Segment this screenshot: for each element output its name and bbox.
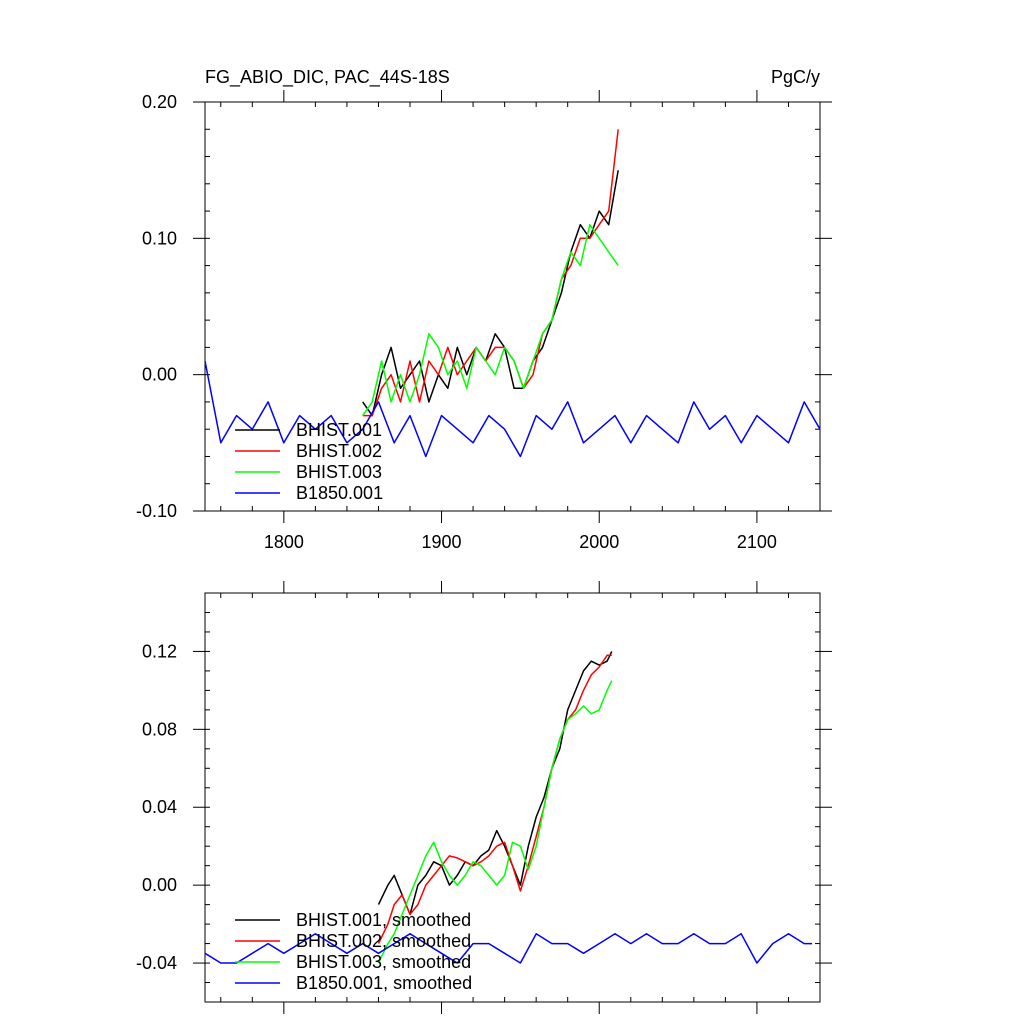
x-tick-label: 2000 bbox=[579, 532, 619, 552]
y-tick-label: -0.10 bbox=[136, 501, 177, 521]
chart-title: FG_ABIO_DIC, PAC_44S-18S bbox=[205, 67, 450, 88]
legend-label: BHIST.001, smoothed bbox=[296, 910, 471, 930]
y-tick-label: 0.10 bbox=[142, 228, 177, 248]
y-tick-label: 0.04 bbox=[142, 797, 177, 817]
legend-label: BHIST.001 bbox=[296, 420, 382, 440]
series-line-1 bbox=[362, 129, 619, 417]
legend-label: BHIST.002 bbox=[296, 441, 382, 461]
y-tick-label: 0.00 bbox=[142, 875, 177, 895]
y-tick-label: 0.12 bbox=[142, 641, 177, 661]
x-tick-label: 1900 bbox=[422, 532, 462, 552]
series-line-2 bbox=[377, 680, 613, 964]
legend-label: B1850.001 bbox=[296, 483, 383, 503]
y-tick-label: 0.20 bbox=[142, 92, 177, 112]
series-line-2 bbox=[362, 223, 619, 417]
plot-frame bbox=[204, 101, 821, 512]
series-line-0 bbox=[377, 651, 613, 916]
top-panel: 1800 1900 2000 2100 -0.10 0.00 0.10 0.20 FG_ABIO… bbox=[136, 67, 832, 552]
bottom-panel: -0.04 0.00 0.04 0.08 0.12 BHIST.001, smoothed… bbox=[136, 581, 832, 1014]
legend-label: BHIST.002, smoothed bbox=[296, 931, 471, 951]
x-tick-label: 2100 bbox=[737, 532, 777, 552]
x-tick-label: 1800 bbox=[264, 532, 304, 552]
legend-label: B1850.001, smoothed bbox=[296, 973, 472, 993]
y-tick-label: 0.08 bbox=[142, 719, 177, 739]
legend-label: BHIST.003, smoothed bbox=[296, 952, 471, 972]
series-line-3 bbox=[204, 360, 821, 458]
series-line-1 bbox=[377, 654, 612, 944]
legend-label: BHIST.003 bbox=[296, 462, 382, 482]
y-tick-label: -0.04 bbox=[136, 953, 177, 973]
plot-frame bbox=[204, 592, 821, 1003]
units-label: PgC/y bbox=[771, 67, 820, 87]
series-line-3 bbox=[204, 933, 813, 964]
series-line-0 bbox=[362, 170, 619, 417]
y-tick-label: 0.00 bbox=[142, 365, 177, 385]
